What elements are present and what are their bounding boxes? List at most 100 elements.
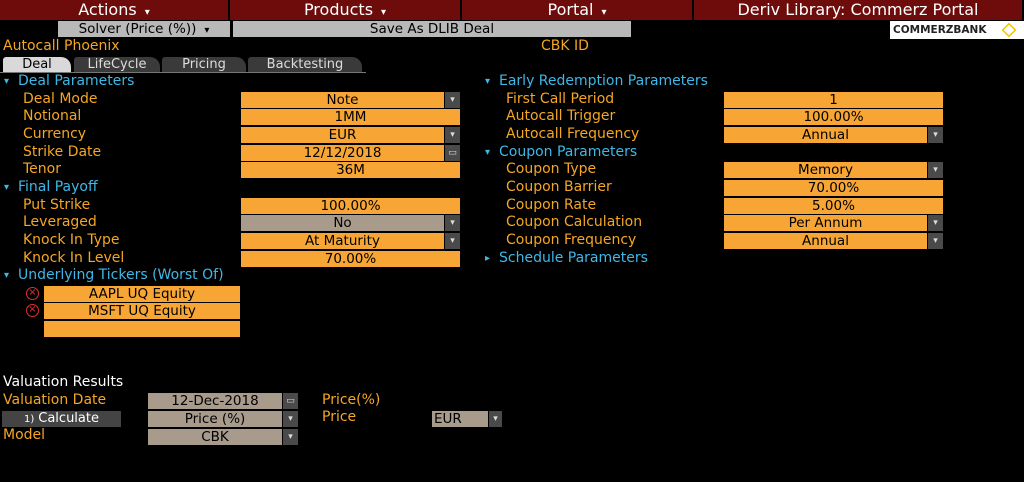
field-label: Deal Mode bbox=[23, 90, 98, 107]
valuation-date-label: Valuation Date bbox=[3, 392, 107, 408]
field-input[interactable]: EUR bbox=[241, 126, 444, 143]
dropdown-button[interactable]: ▾ bbox=[283, 411, 298, 427]
field-label: Coupon Frequency bbox=[506, 231, 637, 248]
field-input[interactable]: 1MM bbox=[241, 109, 460, 126]
field-label: Autocall Frequency bbox=[506, 125, 640, 142]
menu-arrow: ▾ bbox=[144, 7, 150, 18]
menu-item[interactable]: Actions ▾ bbox=[0, 0, 230, 20]
field-label: Strike Date bbox=[23, 143, 102, 160]
section-toggle[interactable]: ▸ bbox=[485, 252, 491, 264]
section-header[interactable]: Schedule Parameters bbox=[499, 249, 648, 266]
menu-label: Deriv Library: Commerz Portal bbox=[737, 0, 979, 19]
field-label: Autocall Trigger bbox=[506, 108, 616, 125]
field-label: Put Strike bbox=[23, 196, 91, 213]
menu-arrow: ▾ bbox=[204, 25, 210, 36]
dropdown-button[interactable]: ▾ bbox=[928, 232, 943, 249]
model-label: Model bbox=[3, 427, 46, 443]
section-header[interactable]: Underlying Tickers (Worst Of) bbox=[18, 267, 224, 284]
menu-item[interactable]: Portal ▾ bbox=[462, 0, 694, 20]
dropdown-button[interactable]: ▾ bbox=[445, 215, 460, 232]
field-label: First Call Period bbox=[506, 90, 615, 107]
field-input[interactable]: 100.00% bbox=[724, 109, 943, 126]
id-label: CBK ID bbox=[541, 38, 589, 54]
solver-dropdown[interactable]: Solver (Price (%)) ▾ bbox=[58, 21, 230, 37]
dropdown-button[interactable]: ▾ bbox=[283, 429, 298, 445]
menu-item[interactable]: Deriv Library: Commerz Portal bbox=[694, 0, 1024, 20]
field-input[interactable]: 1 bbox=[724, 91, 943, 108]
field-label: Coupon Type bbox=[506, 161, 597, 178]
section-toggle[interactable]: ▾ bbox=[485, 146, 491, 158]
logo-text: COMMERZBANK bbox=[893, 24, 987, 36]
field-label: Tenor bbox=[23, 161, 61, 178]
tab[interactable]: Backtesting bbox=[248, 57, 362, 72]
section-toggle[interactable]: ▾ bbox=[485, 76, 491, 87]
field-label: Coupon Rate bbox=[506, 196, 597, 213]
tab[interactable]: Deal bbox=[3, 57, 71, 72]
menu-label: Products bbox=[303, 0, 374, 19]
field-label: Coupon Barrier bbox=[506, 178, 612, 195]
field-label: Currency bbox=[23, 125, 87, 142]
dropdown-button[interactable]: ▾ bbox=[445, 91, 460, 108]
calculate-button[interactable]: 1) Calculate bbox=[2, 411, 121, 427]
calculate-label: Calculate bbox=[38, 411, 99, 426]
field-input[interactable]: At Maturity bbox=[241, 232, 444, 249]
dropdown-button[interactable]: ▾ bbox=[928, 162, 943, 179]
ticker-input[interactable]: AAPL UQ Equity bbox=[44, 285, 240, 302]
field-input[interactable]: 12/12/2018 bbox=[241, 144, 444, 161]
price-label: Price bbox=[322, 409, 357, 425]
menu-arrow: ▾ bbox=[381, 7, 387, 18]
ticker-input[interactable]: MSFT UQ Equity bbox=[44, 303, 240, 320]
calendar-button[interactable]: ▭ bbox=[445, 144, 460, 161]
deal-name: Autocall Phoenix bbox=[3, 38, 120, 54]
field-input[interactable]: 5.00% bbox=[724, 197, 943, 214]
section-toggle[interactable]: ▾ bbox=[4, 270, 10, 282]
calendar-button[interactable]: ▭ bbox=[283, 393, 298, 409]
field-input[interactable]: 70.00% bbox=[724, 179, 943, 196]
valuation-date[interactable]: 12-Dec-2018 bbox=[148, 393, 282, 409]
section-header[interactable]: Coupon Parameters bbox=[499, 143, 638, 160]
model[interactable]: CBK bbox=[148, 429, 282, 445]
logo-mark bbox=[1001, 22, 1017, 38]
menu-arrow: ▾ bbox=[601, 7, 607, 18]
field-input[interactable]: Annual bbox=[724, 232, 927, 249]
menu-item[interactable]: Products ▾ bbox=[230, 0, 462, 20]
dropdown-button[interactable]: ▾ bbox=[928, 126, 943, 143]
field-label: Coupon Calculation bbox=[506, 214, 643, 231]
field-input[interactable]: 100.00% bbox=[241, 197, 460, 214]
price-type[interactable]: Price (%) bbox=[148, 411, 282, 427]
dropdown-button[interactable]: ▾ bbox=[445, 126, 460, 143]
field-input[interactable]: 70.00% bbox=[241, 250, 460, 267]
shortcut-number: 1) bbox=[24, 414, 35, 425]
menu-label: Portal bbox=[547, 0, 594, 19]
section-header[interactable]: Final Payoff bbox=[18, 178, 98, 195]
save-button[interactable]: Save As DLIB Deal bbox=[233, 21, 631, 37]
field-input[interactable]: Per Annum bbox=[724, 215, 927, 232]
remove-icon[interactable]: × bbox=[26, 304, 39, 318]
section-header[interactable]: Deal Parameters bbox=[18, 73, 135, 89]
section-toggle[interactable]: ▾ bbox=[4, 181, 10, 193]
field-input[interactable]: Annual bbox=[724, 126, 927, 143]
field-input[interactable]: Note bbox=[241, 91, 444, 108]
section-header[interactable]: Early Redemption Parameters bbox=[499, 73, 708, 89]
remove-icon[interactable]: × bbox=[26, 286, 39, 300]
field-label: Knock In Type bbox=[23, 231, 120, 248]
field-input[interactable]: 36M bbox=[241, 162, 460, 179]
logo: COMMERZBANK bbox=[890, 21, 1024, 39]
tab[interactable]: Pricing bbox=[162, 57, 246, 72]
menu-label: Actions bbox=[78, 0, 137, 19]
field-label: Notional bbox=[23, 108, 82, 125]
tab-strip-line bbox=[0, 72, 366, 73]
field-input[interactable]: Memory bbox=[724, 162, 927, 179]
dropdown-button[interactable]: ▾ bbox=[489, 411, 502, 427]
ticker-input-empty[interactable] bbox=[44, 321, 240, 338]
field-label: Knock In Level bbox=[23, 249, 125, 266]
solver-label: Solver (Price (%)) bbox=[78, 21, 197, 37]
dropdown-button[interactable]: ▾ bbox=[928, 215, 943, 232]
section-toggle[interactable]: ▾ bbox=[4, 76, 10, 87]
dropdown-button[interactable]: ▾ bbox=[445, 232, 460, 249]
price-pct-label: Price(%) bbox=[322, 392, 381, 408]
field-label: Leveraged bbox=[23, 214, 97, 231]
tab[interactable]: LifeCycle bbox=[74, 57, 160, 72]
currency[interactable]: EUR bbox=[432, 411, 488, 427]
